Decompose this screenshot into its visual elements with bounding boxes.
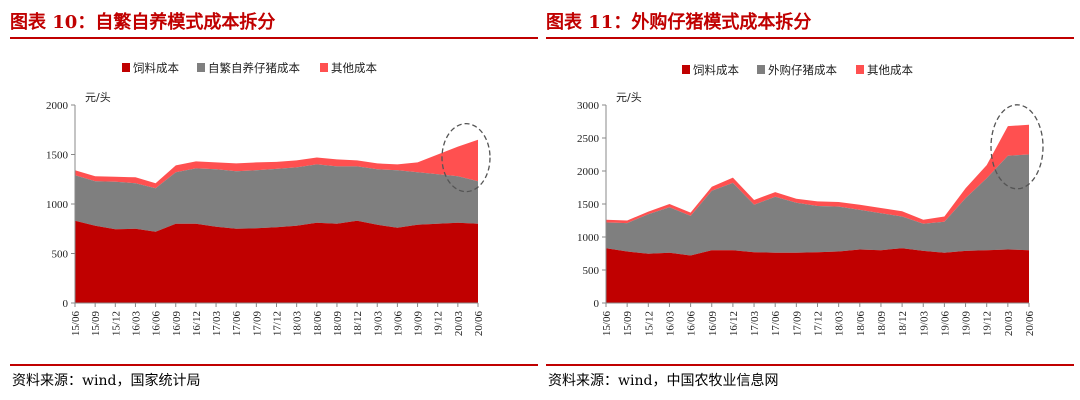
x-tick-label: 16/03 [130,311,142,337]
x-tick-label: 17/09 [791,311,803,337]
x-tick-label: 16/03 [664,311,676,337]
chart-panel-left: 图表 10：自繁自养模式成本拆分 0 500 1000 1500 2000 15/06 15… [10,0,538,400]
x-tick-label: 19/03 [918,311,930,337]
title-underline [10,37,538,39]
highlight-ellipse [990,104,1044,190]
legend-swatch [757,65,765,74]
legend-swatch [122,63,130,72]
x-tick-label: 15/12 [643,311,655,336]
x-tick-label: 16/09 [707,311,719,337]
x-tick-label: 18/06 [855,311,867,337]
legend-label: 其他成本 [867,63,913,77]
x-tick-label: 18/03 [292,311,304,337]
x-tick-label: 20/06 [473,311,485,337]
x-tick-label: 20/03 [453,311,465,337]
x-tick-label: 16/12 [191,311,203,336]
x-tick-label: 19/12 [433,311,445,336]
area-series-1 [606,154,1029,256]
highlight-ellipse [441,122,491,193]
x-tick-label: 18/03 [834,311,846,337]
legend-label: 其他成本 [331,61,377,75]
legend-swatch [856,65,864,74]
x-tick-label: 16/09 [171,311,183,337]
x-tick-label: 15/12 [110,311,122,336]
x-tick-label: 15/09 [90,311,102,337]
x-tick-label: 19/12 [982,311,994,336]
x-tick-label: 18/09 [332,311,344,337]
legend-label: 饲料成本 [133,61,179,75]
x-tick-label: 17/09 [251,311,263,337]
x-tick-label: 19/06 [939,311,951,337]
y-tick-label: 3000 [577,100,600,112]
y-tick-label: 1000 [46,199,69,211]
x-tick-label: 17/03 [211,311,223,337]
source-rule [10,364,538,366]
chart-title: 图表 11：外购仔猪模式成本拆分 [546,12,812,33]
chart-svg: 0 500 1000 1500 2000 2500 3000 15/06 15/09 15/12 1… [577,63,1044,337]
chart-svg: 0 500 1000 1500 2000 15/06 15/09 15/12 16/03 16/0… [46,61,491,337]
x-tick-label: 17/06 [770,311,782,337]
x-tick-label: 17/12 [813,311,825,336]
y-unit-label: 元/头 [85,91,111,104]
x-tick-label: 15/09 [622,311,634,337]
y-tick-label: 0 [594,298,600,310]
x-tick-label: 18/09 [876,311,888,337]
legend-label: 自繁自养仔猪成本 [208,61,300,75]
x-tick-label: 17/03 [749,311,761,337]
y-tick-label: 500 [52,249,69,261]
x-tick-label: 20/06 [1024,311,1036,337]
x-tick-label: 16/06 [151,311,163,337]
title-underline [546,37,1074,39]
x-tick-label: 17/12 [272,311,284,336]
x-tick-label: 19/09 [413,311,425,337]
y-tick-label: 0 [63,298,69,310]
x-tick-label: 19/06 [392,311,404,337]
area-series-2 [75,139,478,189]
y-tick-label: 500 [583,265,600,277]
legend-swatch [197,63,205,72]
legend-label: 饲料成本 [693,63,739,77]
x-tick-label: 20/03 [1003,311,1015,337]
chart-panel-right: 图表 11：外购仔猪模式成本拆分 0 500 1000 1500 2000 2500 300… [546,0,1074,400]
x-tick-label: 16/12 [728,311,740,336]
x-tick-label: 18/12 [352,311,364,336]
y-unit-label: 元/头 [616,91,642,104]
area-series-2 [606,124,1029,224]
y-tick-label: 2000 [577,166,600,178]
x-tick-label: 17/06 [231,311,243,337]
y-tick-label: 1000 [577,232,600,244]
area-series-0 [75,220,478,303]
x-tick-label: 15/06 [70,311,82,337]
x-tick-label: 18/06 [312,311,324,337]
source-note: 资料来源：wind，国家统计局 [12,373,201,389]
chart-title: 图表 10：自繁自养模式成本拆分 [10,12,276,33]
y-tick-label: 1500 [46,150,69,162]
area-series-0 [606,248,1029,303]
y-tick-label: 2000 [46,100,69,112]
y-tick-label: 1500 [577,199,600,211]
x-tick-label: 19/09 [961,311,973,337]
area-series-1 [75,164,478,232]
source-note: 资料来源：wind，中国农牧业信息网 [548,373,779,389]
x-tick-label: 18/12 [897,311,909,336]
x-tick-label: 19/03 [372,311,384,337]
x-tick-label: 16/06 [686,311,698,337]
legend-swatch [320,63,328,72]
y-tick-label: 2500 [577,133,600,145]
source-rule [546,364,1074,366]
legend-swatch [682,65,690,74]
x-tick-label: 15/06 [601,311,613,337]
legend-label: 外购仔猪成本 [768,63,837,77]
